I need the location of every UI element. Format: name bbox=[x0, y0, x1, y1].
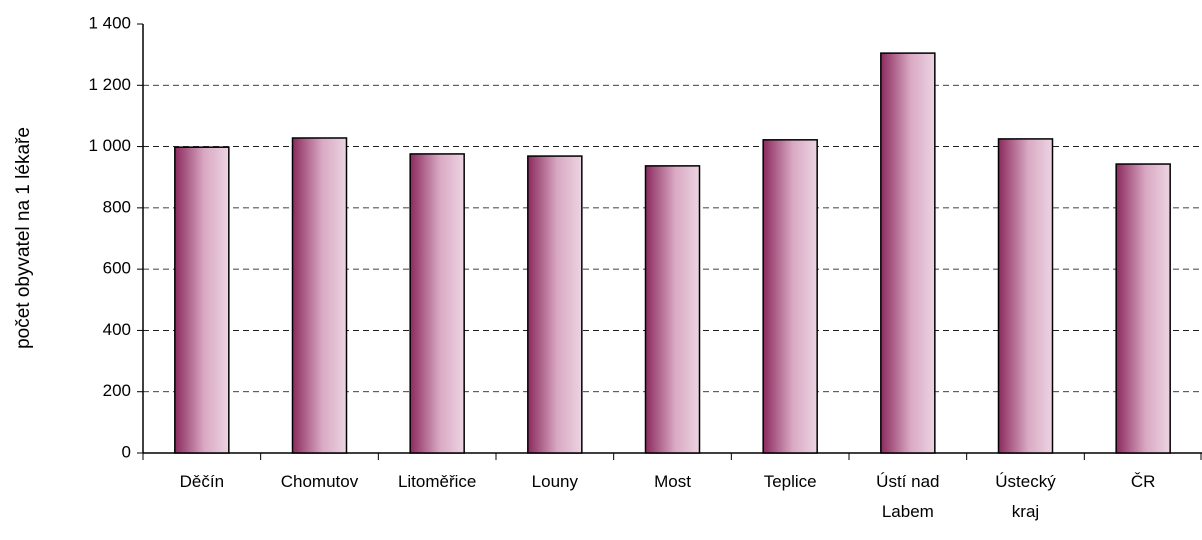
y-tick-label: 400 bbox=[103, 320, 131, 339]
y-axis-label: počet obyvatel na 1 lékaře bbox=[13, 127, 34, 349]
y-tick-label: 1 000 bbox=[88, 136, 131, 155]
x-tick-label: Chomutov bbox=[280, 472, 359, 491]
bar bbox=[291, 137, 348, 454]
y-tick-label: 1 200 bbox=[88, 75, 131, 94]
bar bbox=[409, 153, 465, 454]
bar bbox=[880, 52, 936, 454]
y-tick-label: 800 bbox=[103, 197, 131, 216]
bar bbox=[644, 165, 701, 454]
x-tick-label: Litoměřice bbox=[397, 472, 477, 491]
x-tick-label: Ústí nad Labem bbox=[876, 472, 940, 521]
y-tick-label: 600 bbox=[103, 259, 131, 278]
y-tick-label: 0 bbox=[122, 442, 131, 461]
x-tick-label: Ústecký kraj bbox=[995, 472, 1056, 521]
x-tick-label: Teplice bbox=[763, 472, 817, 491]
y-tick-label: 1 400 bbox=[88, 13, 131, 32]
bar bbox=[997, 138, 1054, 454]
x-tick-label: Louny bbox=[531, 472, 578, 491]
x-tick-label: ČR bbox=[1130, 472, 1156, 491]
bar bbox=[174, 146, 230, 454]
x-tick-label: Děčín bbox=[179, 472, 225, 491]
y-tick-label: 200 bbox=[103, 381, 131, 400]
bar bbox=[762, 139, 818, 454]
bar bbox=[1115, 163, 1171, 454]
x-tick-label: Most bbox=[654, 472, 691, 491]
bar bbox=[527, 155, 583, 454]
